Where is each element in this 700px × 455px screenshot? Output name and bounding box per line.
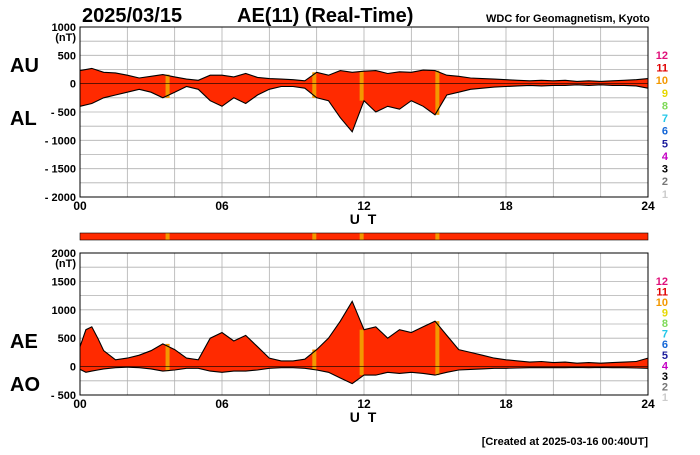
x-tick-label: 00 bbox=[73, 397, 87, 411]
y-axis-unit: (nT) bbox=[55, 32, 76, 44]
station-count-11: 11 bbox=[656, 287, 668, 299]
station-count-2: 2 bbox=[662, 381, 668, 393]
y-tick-label: - 2000 bbox=[45, 192, 76, 204]
status-strip-marker bbox=[165, 233, 170, 240]
plot-frame bbox=[79, 26, 649, 198]
station-count-6: 6 bbox=[662, 339, 668, 351]
status-strip-frame bbox=[79, 232, 649, 241]
y-tick-label: 1000 bbox=[52, 305, 76, 317]
y-tick-label: - 500 bbox=[51, 107, 76, 119]
x-axis-label: U T bbox=[350, 211, 379, 227]
status-strip-band bbox=[80, 233, 648, 240]
y-tick-label: 500 bbox=[58, 333, 76, 345]
station-count-7: 7 bbox=[662, 329, 668, 341]
x-tick-label: 24 bbox=[641, 397, 655, 411]
chart-title: AE(11) (Real-Time) bbox=[237, 5, 413, 27]
event-marker bbox=[435, 321, 440, 376]
x-tick-label: 00 bbox=[73, 199, 87, 213]
y-tick-label: 500 bbox=[58, 50, 76, 62]
station-count-11: 11 bbox=[656, 63, 668, 75]
event-marker bbox=[435, 70, 440, 115]
station-count-5: 5 bbox=[662, 350, 668, 362]
source-label: WDC for Geomagnetism, Kyoto bbox=[486, 13, 650, 25]
station-count-12: 12 bbox=[656, 50, 668, 62]
station-count-1: 1 bbox=[662, 392, 668, 404]
created-timestamp: [Created at 2025-03-16 00:40UT] bbox=[482, 436, 649, 448]
station-count-3: 3 bbox=[662, 164, 668, 176]
y-tick-label: - 500 bbox=[51, 390, 76, 402]
series-line-ae bbox=[79, 300, 649, 364]
y-tick-label: 1000 bbox=[52, 22, 76, 34]
au-al-panel: 1000 500 0 - 500 - 1000 - 1500 - 2000 (nT) 00 06 1… bbox=[10, 22, 669, 227]
event-marker bbox=[359, 329, 364, 376]
x-tick-label: 12 bbox=[357, 199, 371, 213]
station-count-1: 1 bbox=[662, 189, 668, 201]
station-count-12: 12 bbox=[656, 276, 668, 288]
station-count-4: 4 bbox=[662, 360, 669, 372]
station-count-9: 9 bbox=[662, 308, 668, 320]
plot-frame bbox=[79, 252, 649, 396]
series-label-ao: AO bbox=[10, 374, 40, 396]
station-count-10: 10 bbox=[656, 75, 668, 87]
status-strip-marker bbox=[312, 233, 317, 240]
series-line-au bbox=[79, 67, 649, 82]
station-count-3: 3 bbox=[662, 371, 668, 383]
y-tick-label: 1500 bbox=[52, 276, 76, 288]
series-line-al bbox=[79, 84, 649, 133]
series-label-al: AL bbox=[10, 108, 37, 130]
status-strip-marker bbox=[359, 233, 364, 240]
series-label-ae: AE bbox=[10, 331, 38, 353]
chart-date: 2025/03/15 bbox=[82, 5, 182, 27]
event-marker bbox=[312, 349, 317, 371]
x-tick-label: 24 bbox=[641, 199, 655, 213]
activity-fill-area bbox=[80, 301, 648, 384]
station-count-7: 7 bbox=[662, 113, 668, 125]
x-tick-label: 18 bbox=[499, 199, 513, 213]
station-count-6: 6 bbox=[662, 126, 668, 138]
x-tick-label: 18 bbox=[499, 397, 513, 411]
y-tick-label: 2000 bbox=[52, 248, 76, 260]
x-axis-label: U T bbox=[350, 409, 379, 425]
station-count-10: 10 bbox=[656, 297, 668, 309]
series-label-au: AU bbox=[10, 55, 39, 77]
y-axis-unit: (nT) bbox=[55, 258, 76, 270]
x-tick-label: 06 bbox=[215, 397, 229, 411]
station-count-4: 4 bbox=[662, 151, 669, 163]
status-strip bbox=[79, 232, 649, 241]
y-tick-label: - 1500 bbox=[45, 164, 76, 176]
event-marker bbox=[165, 343, 170, 372]
station-count-2: 2 bbox=[662, 176, 668, 188]
station-count-8: 8 bbox=[662, 318, 668, 330]
y-tick-label: - 1000 bbox=[45, 135, 76, 147]
y-tick-label: 0 bbox=[70, 79, 76, 91]
status-strip-marker bbox=[435, 233, 440, 240]
series-line-ao bbox=[79, 366, 649, 385]
station-count-5: 5 bbox=[662, 138, 668, 150]
station-count-9: 9 bbox=[662, 88, 668, 100]
event-marker bbox=[359, 71, 364, 101]
x-tick-label: 06 bbox=[215, 199, 229, 213]
x-tick-label: 12 bbox=[357, 397, 371, 411]
event-marker bbox=[312, 72, 317, 98]
y-tick-label: 0 bbox=[70, 362, 76, 374]
event-marker bbox=[165, 74, 170, 98]
station-count-8: 8 bbox=[662, 100, 668, 112]
